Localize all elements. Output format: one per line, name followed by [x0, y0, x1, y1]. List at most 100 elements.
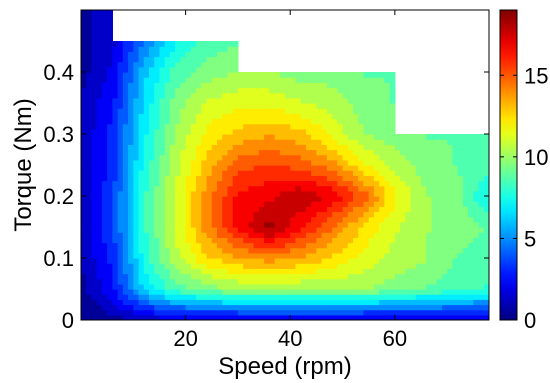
contour-cell: [478, 227, 485, 233]
contour-cell: [363, 211, 370, 218]
contour-cell: [149, 87, 155, 94]
contour-cell: [169, 304, 176, 311]
contour-cell: [394, 211, 401, 218]
contour-cell: [86, 113, 93, 120]
contour-cell: [337, 196, 344, 202]
contour-cell: [112, 309, 119, 316]
contour-cell: [133, 66, 140, 73]
contour-cell: [122, 128, 129, 135]
contour-cell: [164, 196, 171, 202]
contour-cell: [159, 66, 166, 73]
contour-cell: [473, 170, 480, 176]
contour-cell: [112, 201, 119, 207]
contour-cell: [201, 258, 208, 264]
contour-cell: [358, 232, 365, 238]
contour-cell: [196, 103, 202, 109]
contour-cell: [426, 170, 433, 176]
contour-cell: [415, 216, 422, 223]
contour-cell: [290, 77, 297, 83]
contour-cell: [400, 273, 406, 280]
contour-cell: [452, 170, 459, 176]
contour-cell: [154, 242, 161, 249]
contour-cell: [159, 196, 166, 202]
contour-cell: [279, 134, 286, 140]
contour-cell: [190, 92, 197, 99]
contour-cell: [117, 180, 124, 187]
contour-cell: [128, 227, 134, 233]
contour-cell: [452, 289, 459, 295]
contour-cell: [96, 268, 103, 275]
contour-cell: [332, 72, 338, 78]
contour-cell: [285, 242, 291, 249]
contour-cell: [81, 25, 87, 32]
contour-cell: [86, 10, 93, 16]
contour-cell: [206, 211, 213, 218]
contour-cell: [447, 263, 453, 269]
contour-cell: [138, 123, 145, 130]
contour-cell: [81, 97, 87, 104]
contour-cell: [441, 314, 448, 320]
contour-cell: [164, 134, 171, 140]
contour-cell: [326, 144, 333, 151]
contour-cell: [175, 237, 181, 244]
contour-cell: [426, 134, 433, 140]
contour-cell: [149, 61, 155, 68]
contour-cell: [384, 190, 391, 197]
contour-cell: [248, 97, 255, 104]
contour-cell: [373, 196, 380, 202]
contour-cell: [483, 247, 489, 254]
contour-cell: [237, 82, 244, 89]
contour-cell: [311, 268, 317, 275]
contour-cell: [379, 108, 385, 114]
contour-cell: [206, 128, 213, 135]
contour-cell: [206, 154, 213, 161]
contour-cell: [295, 258, 302, 264]
contour-cell: [253, 159, 260, 166]
contour-cell: [358, 139, 365, 145]
contour-cell: [405, 227, 412, 233]
contour-cell: [285, 252, 291, 259]
contour-cell: [227, 144, 234, 151]
contour-cell: [149, 309, 155, 316]
contour-cell: [175, 87, 181, 94]
contour-cell: [447, 237, 453, 244]
contour-cell: [248, 149, 255, 156]
contour-cell: [285, 128, 291, 135]
contour-cell: [112, 227, 119, 233]
contour-cell: [384, 165, 391, 171]
contour-cell: [347, 242, 354, 249]
contour-cell: [421, 185, 427, 192]
contour-cell: [426, 139, 433, 145]
contour-cell: [206, 283, 213, 290]
contour-cell: [101, 175, 108, 182]
contour-cell: [473, 206, 480, 213]
contour-cell: [389, 97, 396, 104]
contour-cell: [258, 216, 265, 223]
contour-cell: [311, 278, 317, 285]
contour-cell: [243, 159, 249, 166]
contour-cell: [347, 268, 354, 275]
contour-cell: [441, 273, 448, 280]
contour-cell: [133, 103, 140, 109]
contour-cell: [332, 309, 338, 316]
contour-cell: [337, 139, 344, 145]
contour-cell: [117, 273, 124, 280]
contour-cell: [389, 82, 396, 89]
contour-cell: [253, 283, 260, 290]
contour-cell: [107, 51, 113, 58]
contour-cell: [101, 154, 108, 161]
contour-cell: [91, 72, 98, 78]
contour-cell: [248, 268, 255, 275]
contour-cell: [96, 314, 103, 320]
contour-cell: [342, 165, 349, 171]
contour-cell: [107, 196, 113, 202]
contour-cell: [232, 61, 239, 68]
contour-cell: [483, 149, 489, 156]
contour-cell: [353, 206, 359, 213]
contour-cell: [232, 242, 239, 249]
contour-cell: [190, 144, 197, 151]
contour-cell: [332, 232, 338, 238]
contour-cell: [300, 118, 307, 125]
contour-cell: [452, 227, 459, 233]
contour-cell: [96, 51, 103, 58]
